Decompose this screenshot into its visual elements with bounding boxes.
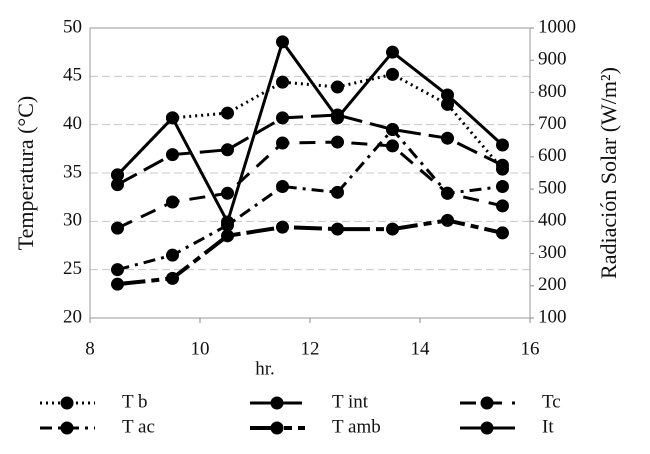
data-point: [111, 178, 124, 192]
x-tick-label: 10: [191, 338, 210, 359]
legend-marker: [270, 421, 284, 435]
series-line: [116, 38, 504, 226]
data-point: [331, 111, 344, 125]
y2-tick-label: 500: [538, 177, 567, 198]
legend-label: T ac: [122, 416, 155, 437]
y-tick-label: 30: [63, 210, 82, 231]
data-point: [276, 111, 289, 125]
x-axis-label: hr.: [255, 358, 275, 379]
data-point: [496, 138, 509, 152]
data-point: [276, 75, 289, 89]
data-point: [331, 222, 344, 236]
y2-tick-label: 200: [538, 274, 567, 295]
legend-marker: [480, 396, 494, 410]
data-point: [166, 271, 179, 285]
series-line: [116, 113, 504, 186]
data-point: [221, 186, 234, 200]
y-tick-label: 25: [63, 258, 82, 279]
series-line: [116, 72, 504, 176]
plot-frame: [89, 27, 531, 319]
y-tick-label: 45: [63, 65, 82, 86]
data-point: [166, 195, 179, 209]
x-tick-label: 14: [411, 338, 431, 359]
data-point: [386, 139, 399, 153]
data-point: [111, 277, 124, 291]
legend-label: T b: [122, 391, 148, 412]
data-point: [166, 248, 179, 262]
y2-tick-label: 1000: [538, 16, 576, 37]
legend-marker: [60, 421, 74, 435]
data-point: [496, 199, 509, 213]
y2-tick-label: 900: [538, 49, 567, 70]
data-point: [441, 88, 454, 102]
data-point: [386, 67, 399, 81]
legend-marker: [60, 396, 74, 410]
series-line: [117, 218, 503, 287]
y-tick-label: 20: [63, 306, 82, 327]
data-point: [221, 229, 234, 243]
data-point: [331, 185, 344, 199]
y-tick-label: 35: [63, 161, 82, 182]
y2-tick-label: 800: [538, 81, 567, 102]
legend-marker: [270, 396, 284, 410]
x-tick-label: 8: [85, 338, 95, 359]
data-point: [386, 123, 399, 136]
legend-label: T amb: [332, 416, 381, 437]
data-point: [111, 263, 124, 277]
y-tick-label: 40: [63, 113, 82, 134]
data-point: [221, 106, 234, 120]
legend-label: It: [542, 416, 554, 437]
data-point: [496, 158, 509, 172]
data-point: [496, 226, 509, 240]
data-point: [276, 136, 289, 150]
y2-tick-label: 300: [538, 242, 567, 263]
y2-axis-label: Radiación Solar (W/m²): [596, 67, 621, 279]
data-point: [441, 131, 454, 145]
y-tick-label: 50: [63, 16, 82, 37]
data-point: [276, 35, 289, 49]
y2-tick-label: 600: [538, 145, 567, 166]
data-point: [331, 80, 344, 94]
legend-marker: [480, 421, 494, 435]
series-line: [116, 140, 503, 230]
legend-label: Tc: [542, 391, 561, 412]
y2-tick-label: 100: [538, 306, 567, 327]
data-point: [111, 221, 124, 235]
data-point: [111, 168, 124, 182]
data-point: [166, 148, 179, 162]
x-tick-label: 12: [301, 338, 320, 359]
data-point: [496, 180, 509, 194]
legend-label: T int: [332, 391, 369, 412]
y2-tick-label: 700: [538, 113, 567, 134]
data-point: [441, 213, 454, 227]
data-point: [441, 186, 454, 200]
data-point: [166, 111, 179, 125]
data-point: [386, 222, 399, 236]
data-point: [221, 143, 234, 157]
data-point: [276, 220, 289, 234]
data-point: [331, 135, 344, 149]
y-axis-label: Temperatura (°C): [13, 96, 38, 250]
data-point: [386, 45, 399, 59]
x-tick-label: 16: [521, 338, 540, 359]
data-point: [276, 180, 289, 194]
y2-tick-label: 400: [538, 210, 567, 231]
data-point: [441, 97, 454, 111]
data-point: [221, 215, 234, 229]
